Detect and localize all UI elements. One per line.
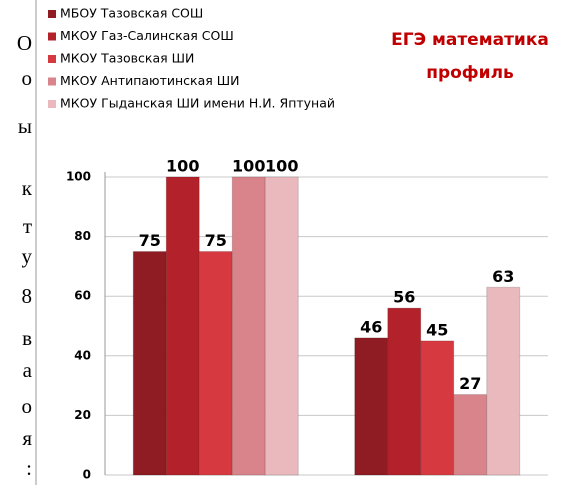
- data-label: 63: [492, 267, 514, 286]
- side-text: о: [22, 66, 33, 90]
- legend-swatch: [48, 32, 56, 41]
- legend-label: МКОУ Тазовская ШИ: [60, 51, 194, 66]
- data-label: 45: [426, 320, 448, 339]
- y-tick-label: 0: [83, 468, 91, 482]
- side-text: ы: [18, 114, 32, 138]
- bar: [387, 307, 422, 476]
- side-text: :: [26, 456, 32, 480]
- chart-title: ЕГЭ математика: [391, 30, 549, 50]
- bar: [453, 394, 488, 476]
- side-text: о: [22, 394, 33, 418]
- data-label: 46: [360, 317, 382, 336]
- bar: [354, 337, 389, 476]
- bar: [165, 176, 200, 476]
- y-tick-label: 100: [66, 170, 91, 184]
- legend-swatch: [48, 100, 56, 108]
- legend-swatch: [48, 77, 56, 86]
- data-label: 100: [232, 157, 265, 176]
- legend-label: МКОУ Гыданская ШИ имени Н.И. Яптунай: [60, 96, 335, 111]
- bar: [486, 286, 521, 476]
- data-label: 56: [393, 288, 415, 307]
- side-text: я: [22, 426, 32, 450]
- legend-label: МКОУ Газ-Салинская СОШ: [60, 28, 234, 43]
- bar: [198, 251, 233, 476]
- data-label: 100: [265, 157, 298, 176]
- side-text: у: [22, 244, 33, 268]
- side-text: О: [17, 31, 32, 55]
- side-text: к: [22, 176, 33, 200]
- data-label: 27: [459, 374, 481, 393]
- bar: [132, 251, 167, 476]
- data-label: 75: [139, 231, 161, 250]
- side-text: 8: [22, 284, 33, 308]
- data-label: 100: [166, 157, 199, 176]
- bar: [231, 176, 266, 476]
- y-tick-label: 20: [74, 408, 91, 422]
- side-text: в: [22, 326, 32, 350]
- legend-swatch: [48, 10, 56, 18]
- bar: [264, 176, 299, 476]
- y-tick-label: 60: [74, 289, 91, 303]
- data-label: 75: [205, 231, 227, 250]
- side-text: а: [23, 358, 33, 382]
- side-text: т: [23, 214, 32, 238]
- y-tick-label: 80: [74, 229, 91, 243]
- legend-label: МБОУ Тазовская СОШ: [60, 6, 203, 21]
- legend-swatch: [48, 55, 56, 63]
- bar: [420, 340, 455, 476]
- legend-label: МКОУ Антипаютинская ШИ: [60, 73, 239, 88]
- y-tick-label: 40: [74, 348, 91, 362]
- chart-title: профиль: [426, 63, 514, 83]
